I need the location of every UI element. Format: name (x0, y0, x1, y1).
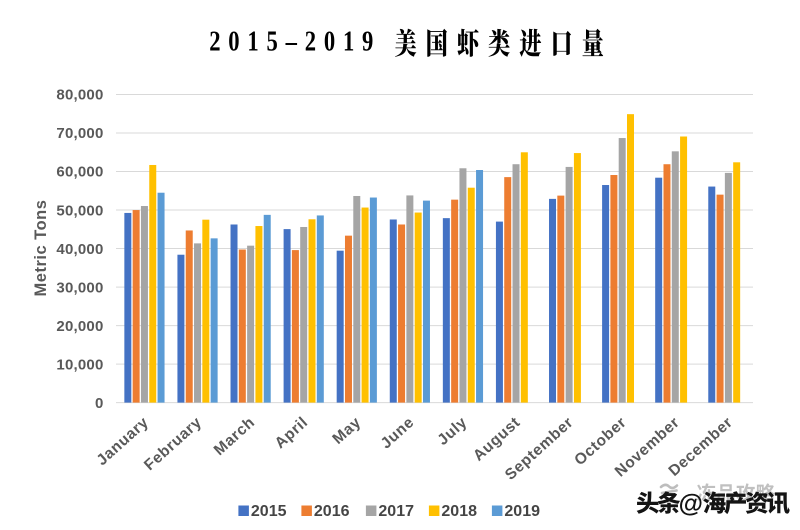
svg-text:20,000: 20,000 (56, 318, 103, 335)
svg-text:2015: 2015 (251, 503, 287, 520)
svg-text:2016: 2016 (314, 503, 350, 520)
svg-text:2017: 2017 (378, 503, 414, 520)
svg-text:50,000: 50,000 (56, 202, 103, 219)
svg-text:2015–2019: 2015–2019 (209, 25, 381, 57)
svg-text:2018: 2018 (441, 503, 477, 520)
svg-text:60,000: 60,000 (56, 164, 103, 181)
svg-text:70,000: 70,000 (56, 125, 103, 142)
svg-text:30,000: 30,000 (56, 279, 103, 296)
svg-text:80,000: 80,000 (56, 87, 103, 104)
svg-text:0: 0 (95, 395, 104, 412)
svg-text:Metric Tons: Metric Tons (32, 200, 50, 297)
svg-text:10,000: 10,000 (56, 356, 103, 373)
svg-text:40,000: 40,000 (56, 241, 103, 258)
svg-text:2019: 2019 (504, 503, 540, 520)
